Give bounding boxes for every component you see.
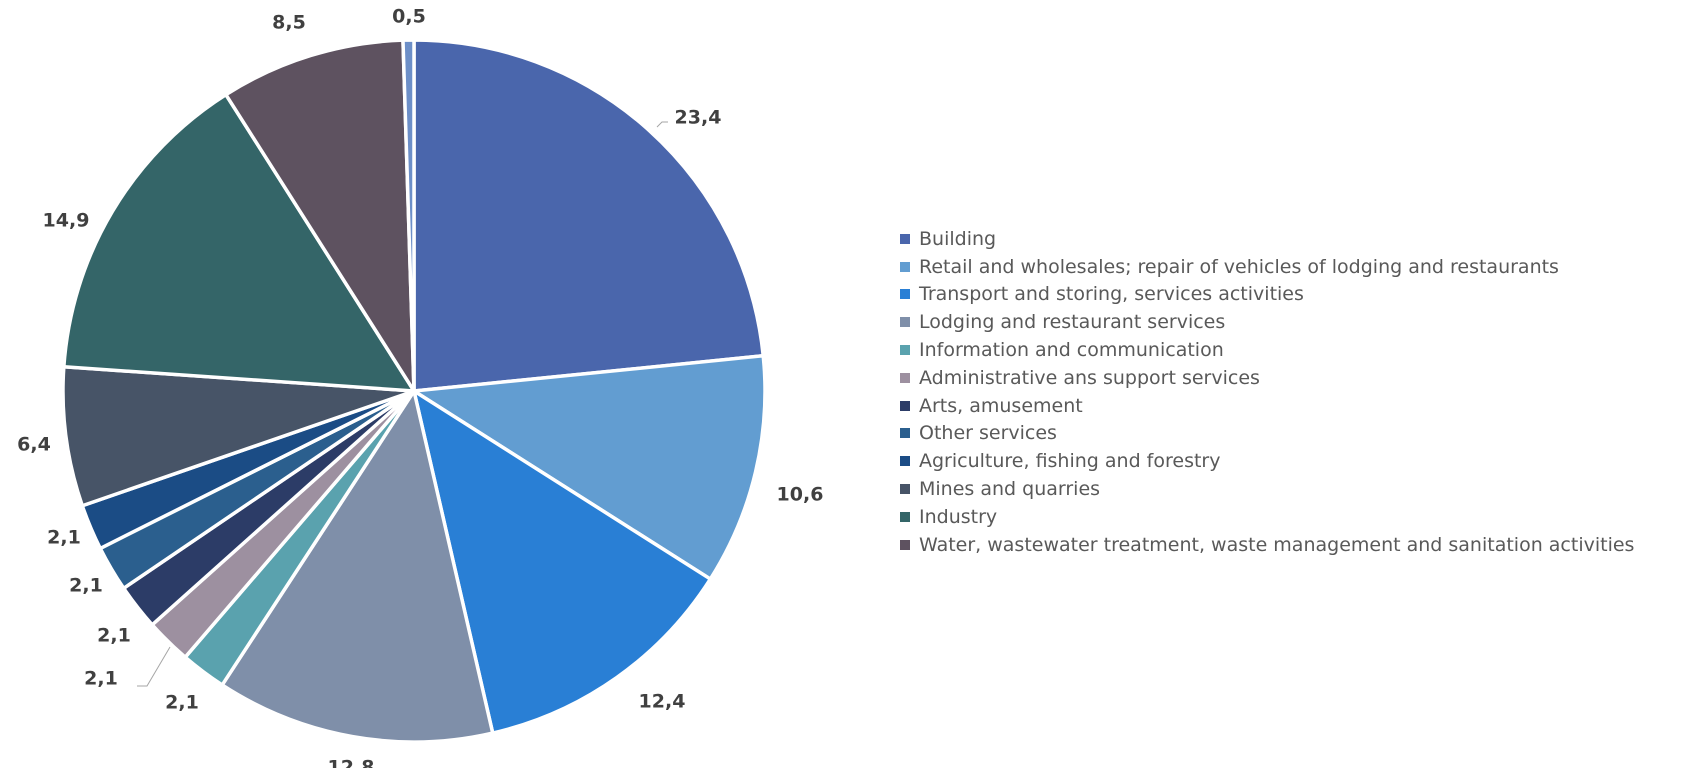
legend-item-lodging-and-restaurant-services: Lodging and restaurant services [900, 308, 1634, 336]
legend-label: Arts, amusement [919, 394, 1083, 417]
data-label-other-services: 2,1 [69, 575, 103, 597]
legend-swatch [900, 456, 910, 467]
legend-swatch [900, 511, 910, 522]
chart-legend: Building Retail and wholesales; repair of… [900, 225, 1634, 559]
data-label-lodging-and-restaurant-services: 12,8 [328, 757, 375, 768]
legend-label: Administrative ans support services [919, 366, 1260, 389]
legend-label: Information and communication [919, 339, 1224, 362]
data-label-building: 23,4 [675, 107, 722, 129]
legend-item-transport-and-storing-services-activities: Transport and storing, services activiti… [900, 281, 1634, 309]
data-label-water-wastewater-treatment-waste-management-and-sanitation-activities: 8,5 [272, 12, 306, 34]
legend-item-retail-and-wholesales-repair-of-vehicles-of-lodging-and-restaurants: Retail and wholesales; repair of vehicle… [900, 253, 1634, 281]
data-label-industry: 14,9 [43, 210, 90, 232]
pie-slice-mines-and-quarries [61, 365, 416, 508]
data-label-information-and-communication: 2,1 [165, 692, 199, 714]
data-labels: 23,4 10,6 12,4 12,8 2,1 2,1 2,1 2,1 2,1 6,4 14,9 8,… [17, 6, 823, 768]
legend-item-other-services: Other services [900, 420, 1634, 448]
legend-swatch [900, 345, 910, 356]
legend-label: Other services [919, 422, 1057, 445]
data-label-arts-amusement: 2,1 [97, 625, 131, 647]
legend-item-water-wastewater-treatment-waste-management-and-sanitation-activities: Water, wastewater treatment, waste manag… [900, 531, 1634, 559]
data-label-unnamed: 0,5 [392, 6, 426, 28]
legend-item-agriculture-fishing-and-forestry: Agriculture, fishing and forestry [900, 447, 1634, 475]
data-label-agriculture-fishing-and-forestry: 2,1 [47, 527, 81, 549]
legend-item-arts-amusement: Arts, amusement [900, 392, 1634, 420]
legend-swatch [900, 372, 910, 383]
legend-item-mines-and-quarries: Mines and quarries [900, 475, 1634, 503]
pie-slice-industry [62, 92, 416, 393]
legend-label: Retail and wholesales; repair of vehicle… [919, 255, 1559, 278]
legend-swatch [900, 317, 910, 328]
legend-swatch [900, 484, 910, 495]
legend-label: Water, wastewater treatment, waste manag… [919, 533, 1635, 556]
legend-label: Transport and storing, services activiti… [919, 283, 1304, 306]
pie-slice-lodging-and-restaurant-services [220, 389, 495, 744]
pie-slice-retail-and-wholesales-repair-of-vehicles-of-lodging-and-restaurants [412, 354, 767, 581]
pie-slice-unnamed [401, 38, 416, 393]
pie-slices [61, 38, 767, 744]
pie-slice-building [412, 38, 765, 393]
legend-swatch [900, 428, 910, 439]
data-label-administrative-ans-support-services: 2,1 [84, 668, 118, 690]
legend-swatch [900, 400, 910, 411]
legend-swatch [900, 261, 910, 272]
legend-label: Mines and quarries [919, 478, 1101, 501]
legend-swatch [900, 289, 910, 300]
pie-slice-transport-and-storing-services-activities [412, 389, 713, 735]
data-label-mines-and-quarries: 6,4 [17, 434, 51, 456]
leader-line-building [656, 121, 668, 128]
legend-item-administrative-ans-support-services: Administrative ans support services [900, 364, 1634, 392]
legend-label: Agriculture, fishing and forestry [919, 450, 1221, 473]
legend-item-information-and-communication: Information and communication [900, 336, 1634, 364]
leader-line-administrative-ans-support-services [137, 646, 171, 687]
legend-label: Industry [919, 505, 998, 528]
data-label-retail-and-wholesales-repair-of-vehicles-of-lodging-and-restaurants: 10,6 [777, 484, 824, 506]
legend-label: Building [919, 227, 997, 250]
legend-swatch [900, 539, 910, 550]
legend-swatch [900, 233, 910, 244]
pie-slice-water-wastewater-treatment-waste-management-and-sanitation-activities [224, 38, 416, 393]
legend-item-industry: Industry [900, 503, 1634, 531]
legend-item-building: Building [900, 225, 1634, 253]
leader-lines [137, 121, 668, 687]
legend-label: Lodging and restaurant services [919, 311, 1226, 334]
data-label-transport-and-storing-services-activities: 12,4 [639, 691, 686, 713]
